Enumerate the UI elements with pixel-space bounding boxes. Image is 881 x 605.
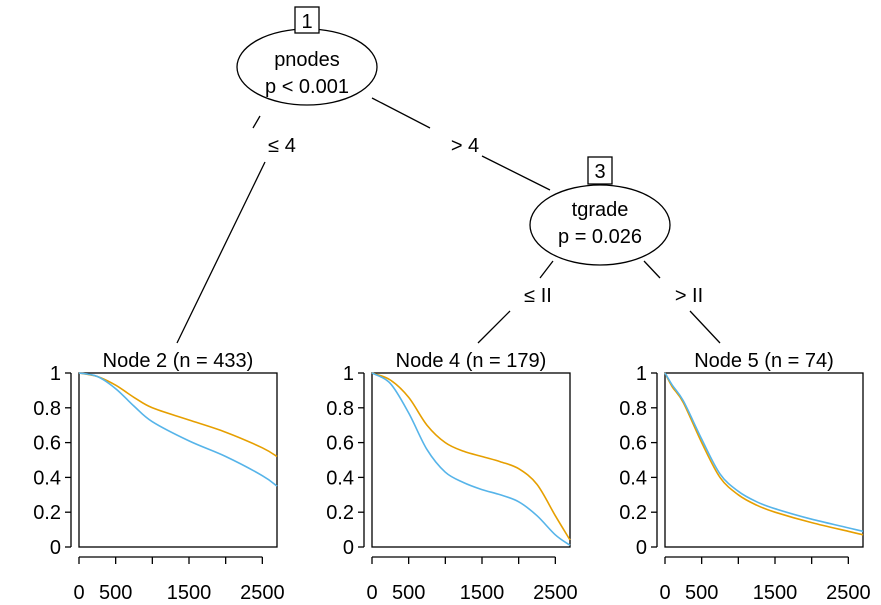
x-tick-label: 2500	[533, 582, 578, 604]
y-tick-label: 0.8	[619, 398, 647, 420]
node-1-pvalue: p < 0.001	[265, 76, 349, 98]
edge-label-1-2: ≤ 4	[268, 135, 296, 157]
tree-edges	[176, 97, 721, 344]
edge-3-5-lower	[689, 310, 721, 344]
node-1-variable: pnodes	[274, 49, 340, 71]
y-tick-label: 1	[343, 363, 354, 385]
edge-1-2-lower	[176, 161, 266, 344]
node-3-ellipse	[529, 184, 671, 266]
plot-title: Node 5 (n = 74)	[694, 350, 834, 372]
x-tick-label: 0	[659, 582, 670, 604]
plot-title: Node 2 (n = 433)	[103, 350, 254, 372]
x-tick-label: 2500	[240, 582, 285, 604]
x-tick-label: 500	[392, 582, 425, 604]
y-tick-label: 0.2	[326, 502, 354, 524]
edge-3-4-lower	[477, 310, 511, 344]
x-tick-label: 1500	[167, 582, 212, 604]
survival-curve-blue	[371, 372, 571, 546]
edge-3-4-upper	[539, 260, 554, 279]
x-tick-label: 0	[366, 582, 377, 604]
y-tick-label: 0.4	[326, 467, 354, 489]
plot-title: Node 4 (n = 179)	[396, 350, 547, 372]
y-tick-label: 0.6	[326, 433, 354, 455]
survival-curve-blue	[664, 372, 864, 533]
y-tick-label: 0.6	[33, 433, 61, 455]
node-1-id: 1	[301, 11, 312, 33]
terminal-node-5-survival-plot: Node 5 (n = 74) 0 0.2 0.4 0.6 0.8 1 0 500 1500 250…	[619, 350, 870, 604]
edge-label-3-5: > II	[675, 285, 703, 307]
node-3-id: 3	[594, 161, 605, 183]
inner-node-1: 1 pnodes p < 0.001	[236, 6, 378, 106]
x-tick-label: 1500	[460, 582, 505, 604]
node-3-variable: tgrade	[572, 199, 629, 221]
survival-curve-blue	[78, 372, 278, 487]
y-tick-label: 1	[50, 363, 61, 385]
terminal-node-4-survival-plot: Node 4 (n = 179) 0 0.2 0.4 0.6 0.8 1 0 500 1500 25…	[326, 350, 577, 604]
x-tick-label: 0	[73, 582, 84, 604]
y-tick-label: 0.4	[33, 467, 61, 489]
edge-1-3-upper	[371, 97, 431, 129]
terminal-node-2-survival-plot: Node 2 (n = 433) 0 0.2 0.4 0.6 0.8 1 0 500 1500 25…	[33, 350, 284, 604]
node-3-pvalue: p = 0.026	[558, 226, 642, 248]
edge-label-3-4: ≤ II	[524, 285, 552, 307]
inner-node-3: 3 tgrade p = 0.026	[529, 156, 671, 266]
survival-curve-orange	[371, 372, 571, 541]
y-tick-label: 0.6	[619, 433, 647, 455]
y-tick-label: 0.2	[33, 502, 61, 524]
y-tick-label: 0.2	[619, 502, 647, 524]
x-tick-label: 500	[685, 582, 718, 604]
y-tick-label: 0.8	[326, 398, 354, 420]
x-tick-label: 500	[99, 582, 132, 604]
y-tick-label: 0.8	[33, 398, 61, 420]
edge-3-5-upper	[643, 260, 661, 279]
y-tick-label: 0	[50, 537, 61, 559]
edge-label-1-3: > 4	[451, 135, 479, 157]
x-tick-label: 2500	[826, 582, 871, 604]
plot-frame	[371, 372, 571, 548]
plot-frame	[78, 372, 278, 548]
y-tick-label: 0.4	[619, 467, 647, 489]
y-tick-label: 0	[343, 537, 354, 559]
node-3-id-box	[587, 156, 613, 185]
edge-1-3-lower	[481, 155, 551, 191]
edge-1-2-upper	[252, 115, 261, 129]
survival-curve-orange	[664, 372, 864, 536]
y-tick-label: 1	[636, 363, 647, 385]
x-tick-label: 1500	[753, 582, 798, 604]
plot-frame	[664, 372, 864, 548]
node-1-id-box	[294, 6, 320, 34]
y-tick-label: 0	[636, 537, 647, 559]
